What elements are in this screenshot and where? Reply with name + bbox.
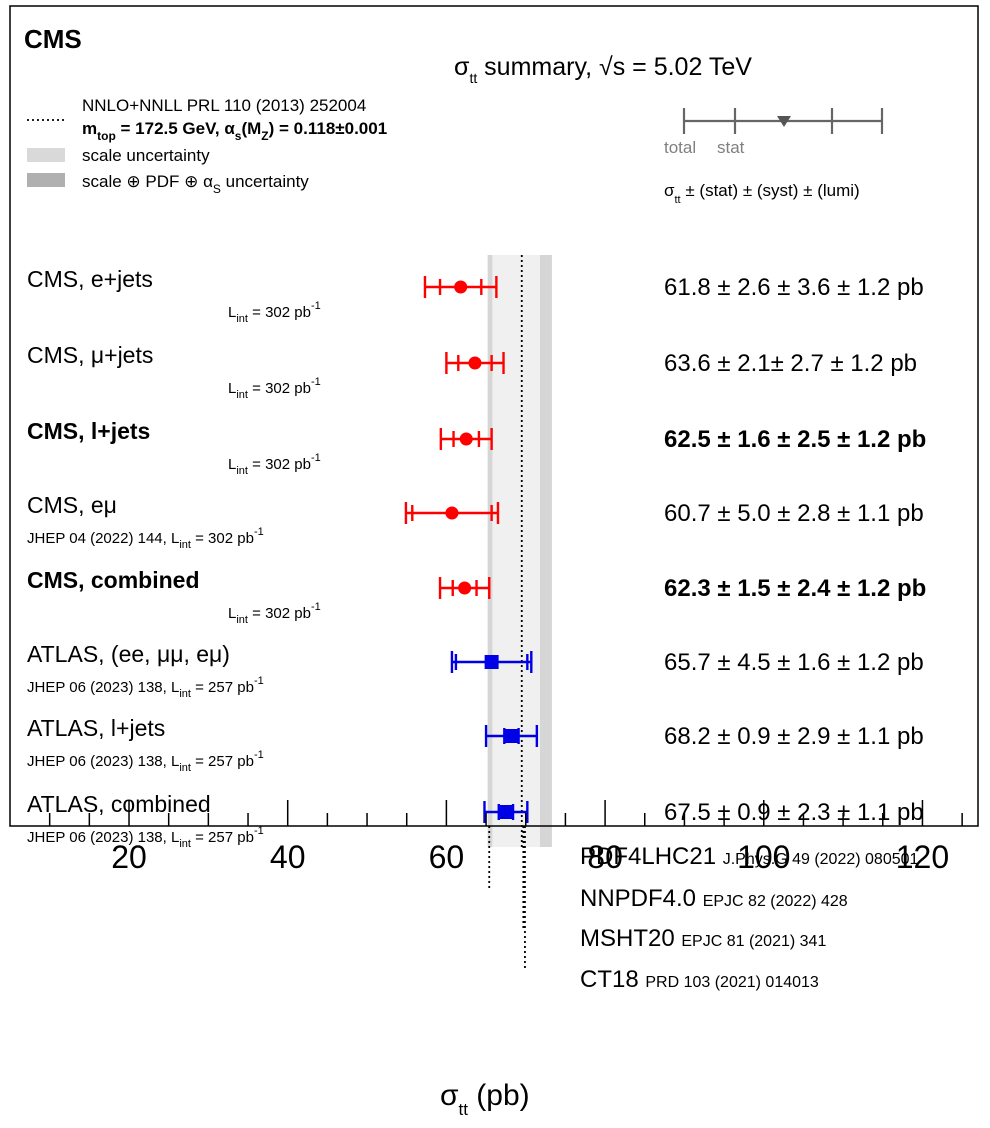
legend-theory-ref: NNLO+NNLL PRL 110 (2013) 252004 [82, 96, 366, 115]
data-point [459, 432, 473, 446]
measurement-label: ATLAS, l+jets [27, 715, 165, 741]
data-point [445, 506, 459, 520]
pdf-set-label: MSHT20 EPJC 81 (2021) 341 [580, 925, 826, 952]
legend-scale-text: scale uncertainty [82, 146, 210, 165]
measurement-value: 61.8 ± 2.6 ± 3.6 ± 1.2 pb [664, 274, 924, 301]
measurement-value: 63.6 ± 2.1± 2.7 ± 1.2 pb [664, 350, 917, 377]
measurement-label: ATLAS, combined [27, 791, 211, 817]
key-legend-stat: stat [717, 138, 745, 157]
measurement-label: CMS, l+jets [27, 418, 150, 444]
luminosity-label: JHEP 04 (2022) 144, Lint = 302 pb-1 [27, 526, 264, 551]
x-tick-label: 80 [587, 839, 623, 875]
pdf-set-label: NNPDF4.0 EPJC 82 (2022) 428 [580, 885, 848, 912]
data-point [468, 356, 482, 370]
plot-frame [9, 5, 979, 827]
measurement-value: 62.5 ± 1.6 ± 2.5 ± 1.2 pb [664, 426, 926, 453]
legend-scale-swatch [27, 148, 65, 162]
measurement-value: 68.2 ± 0.9 ± 2.9 ± 1.1 pb [664, 723, 924, 750]
key-legend-format: σtt ± (stat) ± (syst) ± (lumi) [664, 181, 860, 206]
measurement-label: CMS, e+jets [27, 266, 153, 292]
measurement-value: 67.5 ± 0.9 ± 2.3 ± 1.1 pb [664, 799, 924, 826]
x-tick-label: 60 [429, 839, 465, 875]
data-point [484, 655, 499, 669]
luminosity-label: JHEP 06 (2023) 138, Lint = 257 pb-1 [27, 675, 264, 700]
measurement-label: CMS, eμ [27, 492, 117, 518]
measurement-label: CMS, μ+jets [27, 342, 153, 368]
data-point [454, 280, 468, 294]
x-tick-label: 40 [270, 839, 306, 875]
key-legend-total: total [664, 138, 696, 157]
x-tick-label: 120 [896, 839, 949, 875]
legend-full-text: scale ⊕ PDF ⊕ αS uncertainty [82, 172, 309, 196]
x-tick-label: 20 [111, 839, 147, 875]
luminosity-label: Lint = 302 pb-1 [228, 601, 321, 626]
legend-theory-params: mtop = 172.5 GeV, αs(MZ) = 0.118±0.001 [82, 119, 387, 143]
measurement-value: 65.7 ± 4.5 ± 1.6 ± 1.2 pb [664, 649, 924, 676]
measurement-label: CMS, combined [27, 567, 200, 593]
pdf-set-label: PDF4LHC21 J.Phys.G 49 (2022) 080501 [580, 843, 919, 870]
measurement-value: 60.7 ± 5.0 ± 2.8 ± 1.1 pb [664, 500, 924, 527]
luminosity-label: Lint = 302 pb-1 [228, 452, 321, 477]
pdf-set-label: CT18 PRD 103 (2021) 014013 [580, 966, 819, 993]
luminosity-label: JHEP 06 (2023) 138, Lint = 257 pb-1 [27, 825, 264, 850]
chart-title: σtt summary, √s = 5.02 TeV [454, 53, 752, 86]
data-point [458, 581, 472, 595]
x-tick-label: 100 [737, 839, 790, 875]
x-axis-label: σtt (pb) [440, 1079, 530, 1119]
luminosity-label: JHEP 06 (2023) 138, Lint = 257 pb-1 [27, 749, 264, 774]
luminosity-label: Lint = 302 pb-1 [228, 300, 321, 325]
data-point [504, 729, 519, 743]
theory-scale-band [492, 255, 541, 847]
legend-full-swatch [27, 173, 65, 187]
luminosity-label: Lint = 302 pb-1 [228, 376, 321, 401]
data-point [498, 805, 513, 819]
experiment-label: CMS [24, 24, 82, 54]
measurement-value: 62.3 ± 1.5 ± 2.4 ± 1.2 pb [664, 575, 926, 602]
key-legend-marker [777, 116, 791, 127]
measurement-label: ATLAS, (ee, μμ, eμ) [27, 641, 230, 667]
